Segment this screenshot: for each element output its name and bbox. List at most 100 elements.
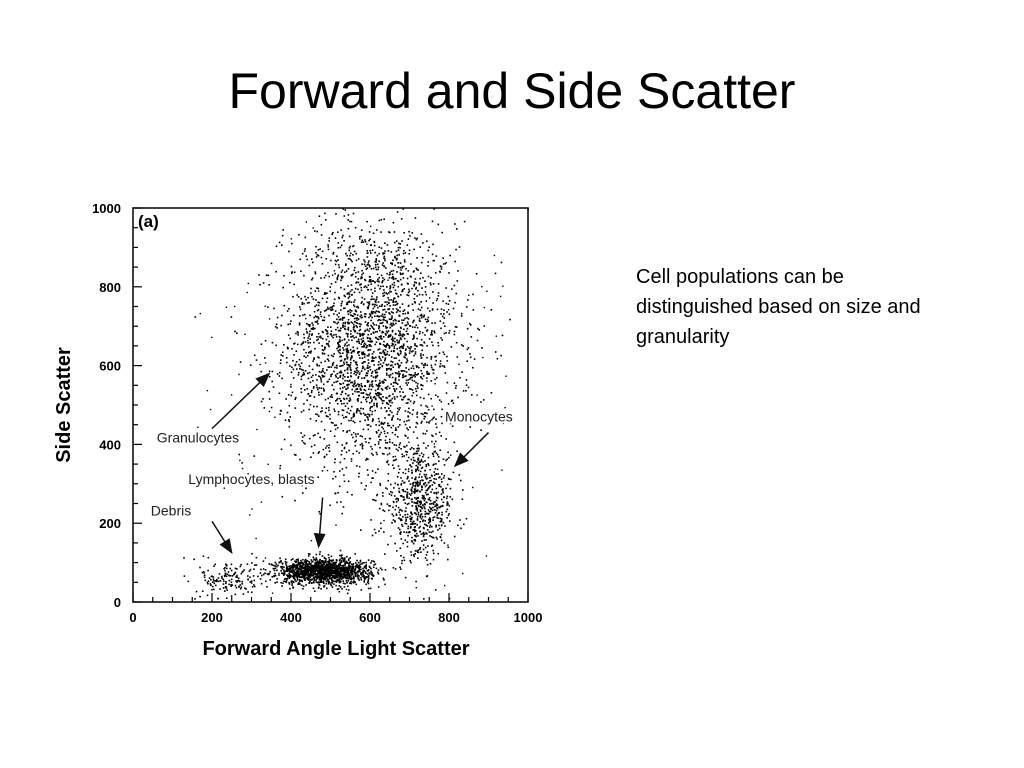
scatter-point <box>377 569 380 571</box>
scatter-point <box>417 484 420 487</box>
scatter-point <box>331 305 334 308</box>
scatter-point <box>426 551 429 553</box>
scatter-point <box>383 531 385 533</box>
scatter-point <box>362 332 364 335</box>
scatter-point <box>371 312 374 315</box>
scatter-point <box>344 325 346 328</box>
scatter-point <box>377 586 380 588</box>
scatter-point <box>392 515 395 517</box>
scatter-point <box>355 361 358 364</box>
scatter-point <box>249 514 251 516</box>
scatter-point <box>447 309 450 311</box>
scatter-point <box>430 536 433 538</box>
scatter-point <box>416 337 418 340</box>
scatter-point <box>291 271 293 273</box>
scatter-point <box>401 289 404 291</box>
scatter-point <box>289 337 291 340</box>
scatter-point <box>354 371 357 373</box>
scatter-point <box>214 580 216 582</box>
scatter-point <box>335 568 337 571</box>
scatter-point <box>421 331 424 334</box>
scatter-point <box>429 476 431 479</box>
scatter-point <box>250 582 253 584</box>
scatter-point <box>385 363 388 366</box>
scatter-point <box>340 355 343 358</box>
scatter-point <box>303 570 305 572</box>
scatter-point <box>337 413 340 416</box>
scatter-point <box>402 345 404 348</box>
scatter-point <box>427 481 429 484</box>
scatter-point <box>350 567 353 570</box>
scatter-point <box>287 347 289 350</box>
scatter-point <box>361 367 364 370</box>
scatter-point <box>440 520 443 523</box>
scatter-point <box>393 357 396 359</box>
scatter-point <box>398 334 400 337</box>
scatter-point <box>337 349 339 352</box>
scatter-point <box>363 346 365 348</box>
scatter-point <box>480 401 482 403</box>
scatter-point <box>425 465 428 468</box>
scatter-point <box>367 262 370 264</box>
scatter-point <box>289 576 292 579</box>
scatter-point <box>422 527 425 529</box>
scatter-point <box>360 401 363 404</box>
scatter-point <box>435 503 437 506</box>
scatter-point <box>409 400 412 403</box>
scatter-point <box>370 345 372 348</box>
scatter-point <box>380 218 383 221</box>
scatter-point <box>336 570 339 573</box>
scatter-point <box>390 490 392 493</box>
scatter-point <box>454 301 456 304</box>
scatter-point <box>328 378 331 381</box>
scatter-point <box>420 551 422 553</box>
scatter-point <box>501 334 504 337</box>
scatter-point <box>376 315 379 317</box>
scatter-point <box>392 381 395 384</box>
scatter-point <box>386 272 388 275</box>
scatter-point <box>354 287 357 290</box>
scatter-point <box>313 570 315 573</box>
scatter-point <box>428 497 431 499</box>
scatter-point <box>331 575 334 577</box>
scatter-point <box>383 289 385 291</box>
scatter-point <box>330 283 333 285</box>
scatter-point <box>313 572 315 574</box>
scatter-point <box>371 477 373 479</box>
scatter-point <box>369 337 371 340</box>
scatter-point <box>446 311 448 313</box>
scatter-point <box>429 469 431 471</box>
scatter-point <box>355 572 357 574</box>
scatter-point <box>338 571 341 573</box>
scatter-point <box>320 564 323 566</box>
scatter-point <box>442 300 444 302</box>
scatter-point <box>363 263 366 266</box>
scatter-point <box>385 369 388 372</box>
scatter-point <box>404 356 407 359</box>
scatter-point <box>201 571 204 574</box>
scatter-point <box>365 564 367 566</box>
scatter-point <box>352 273 354 276</box>
scatter-point <box>419 546 422 549</box>
scatter-point <box>234 567 237 570</box>
scatter-point <box>427 445 429 447</box>
scatter-point <box>345 451 348 454</box>
scatter-point <box>398 446 400 449</box>
scatter-point <box>419 506 422 508</box>
scatter-point <box>418 319 421 322</box>
scatter-point <box>339 349 341 351</box>
scatter-point <box>327 366 330 368</box>
scatter-point <box>334 410 336 412</box>
scatter-point <box>321 374 324 377</box>
scatter-point <box>433 259 435 262</box>
scatter-point <box>344 376 346 378</box>
scatter-point <box>382 349 385 352</box>
scatter-point <box>406 340 408 343</box>
scatter-point <box>382 315 384 318</box>
scatter-point <box>346 430 349 432</box>
scatter-point <box>433 446 436 448</box>
scatter-point <box>320 576 323 579</box>
scatter-point <box>436 468 439 471</box>
scatter-point <box>347 339 350 341</box>
scatter-point <box>270 262 273 265</box>
